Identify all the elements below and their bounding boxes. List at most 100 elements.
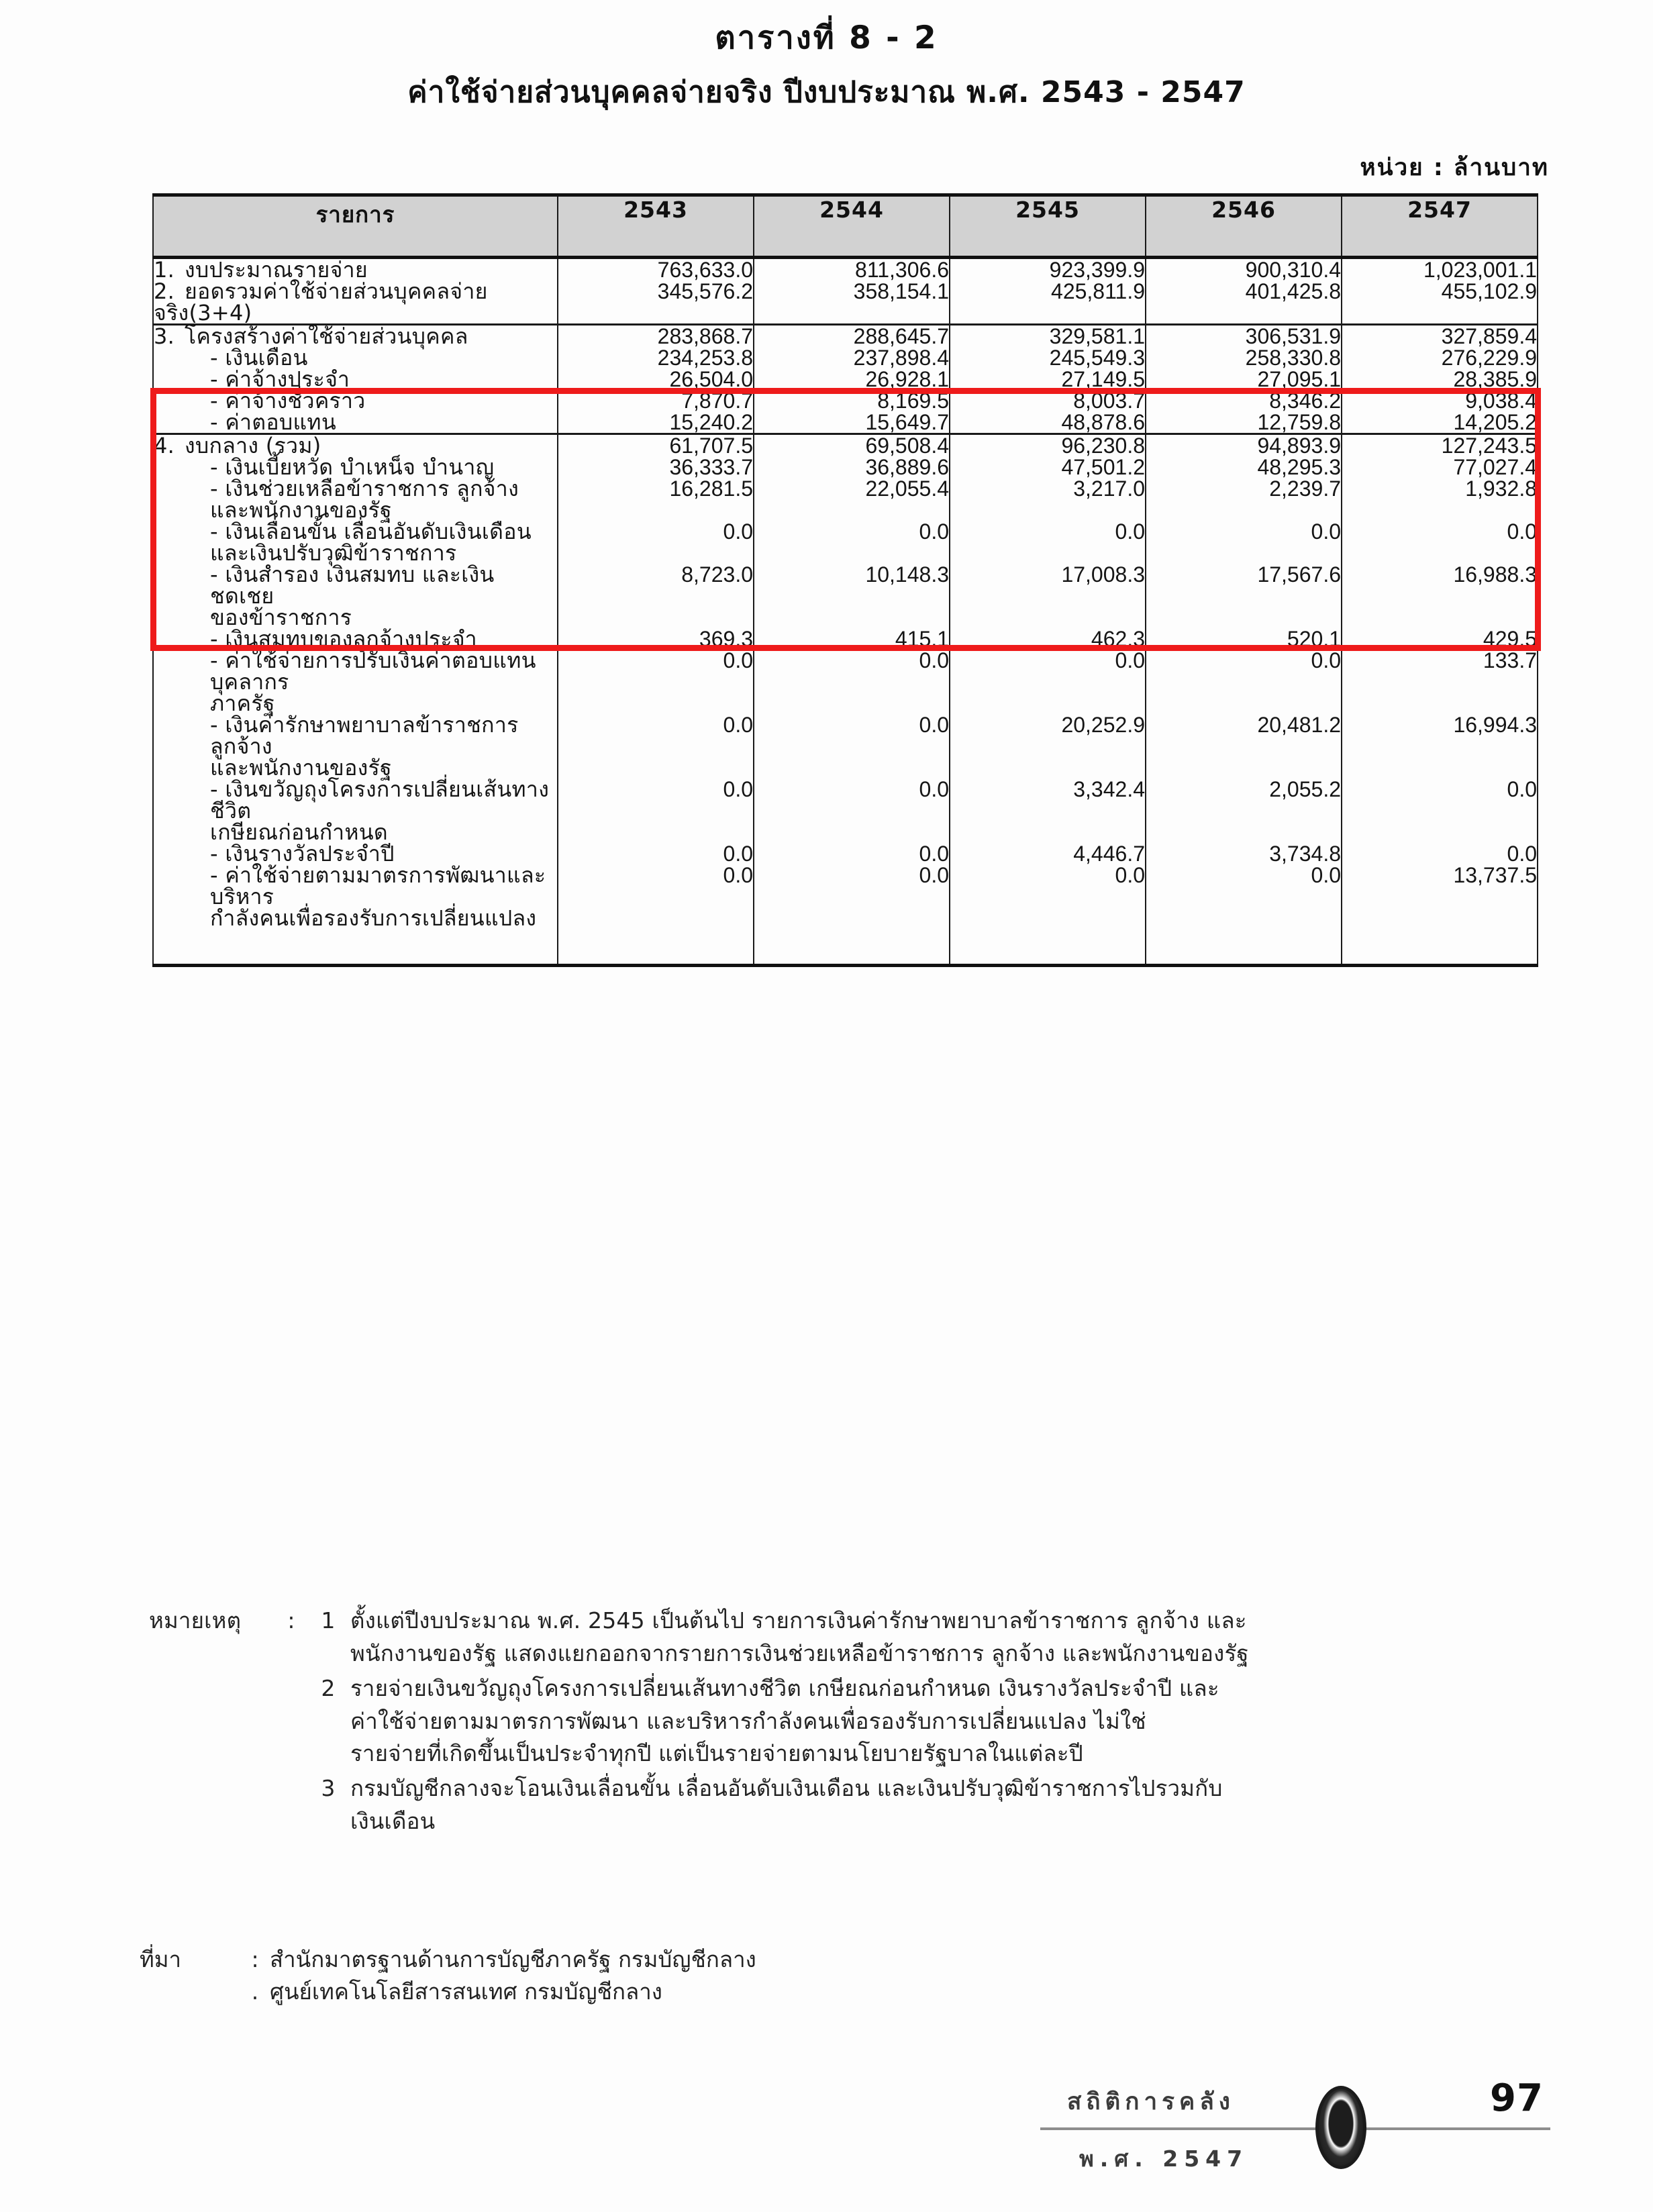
table-row: 3. โครงสร้างค่าใช้จ่ายส่วนบุคคล 283,868.7 2… — [152, 323, 1538, 349]
row-label: - เงินเบี้ยหวัด บำเหน็จ บำนาญ — [152, 456, 558, 478]
table-row: - เงินสำรอง เงินสมทบ และเงินชดเชย ของข้า… — [152, 564, 1538, 628]
cell-2543: 0.0 — [557, 843, 754, 864]
table-row: - เงินค่ารักษาพยาบาลข้าราชการ ลูกจ้าง แล… — [152, 714, 1538, 778]
footer-title-bottom: พ.ศ. 2547 — [1079, 2146, 1249, 2172]
table-row: - ค่าตอบแทน 15,240.2 15,649.7 48,878.6 12,75… — [152, 411, 1538, 435]
note-text: รายจ่ายเงินขวัญถุงโครงการเปลี่ยนเส้นทางช… — [350, 1673, 1558, 1772]
cell-2545: 0.0 — [949, 650, 1146, 714]
page-subtitle: ค่าใช้จ่ายส่วนบุคคลจ่ายจริง ปีงบประมาณ พ… — [407, 75, 1246, 110]
row-label: - เงินขวัญถุงโครงการเปลี่ยนเส้นทางชีวิต … — [152, 778, 558, 843]
source-bullet: . — [251, 1978, 259, 2005]
cell-2545: 0.0 — [949, 864, 1146, 929]
cell-2545: 47,501.2 — [949, 456, 1146, 478]
filler-cell — [1341, 929, 1538, 967]
note-line: รายจ่ายเงินขวัญถุงโครงการเปลี่ยนเส้นทางช… — [350, 1674, 1219, 1701]
row-number: 2. — [154, 279, 175, 304]
filler-cell — [557, 929, 754, 967]
cell-2547: 127,243.5 — [1341, 434, 1538, 456]
notes-colon: : — [287, 1607, 295, 1633]
cell-2547: 13,737.5 — [1341, 864, 1538, 929]
row-label: 1. งบประมาณรายจ่าย — [152, 256, 558, 283]
cell-2546: 0.0 — [1145, 864, 1342, 929]
footer-title-top: สถิติการคลัง — [1067, 2089, 1235, 2115]
cell-2545: 462.3 — [949, 628, 1146, 650]
notes-colon — [277, 1773, 306, 1839]
filler-cell — [152, 929, 558, 967]
table-row: - เงินเลื่อนขั้น เลื่อนอันดับเงินเดือน แ… — [152, 521, 1538, 564]
cell-2544: 811,306.6 — [753, 256, 950, 281]
row-label: - ค่าใช้จ่ายตามมาตรการพัฒนาและบริหาร กำล… — [152, 864, 558, 929]
cell-2546: 17,567.6 — [1145, 564, 1342, 628]
row-label: - ค่าใช้จ่ายการปรับเงินค่าตอบแทนบุคลากร … — [152, 650, 558, 714]
cell-2544: 415.1 — [753, 628, 950, 650]
page-footer: สถิติการคลัง พ.ศ. 2547 97 — [1027, 2076, 1564, 2193]
table-row: - เงินเดือน 234,253.8 237,898.4 245,549.3 25… — [152, 347, 1538, 368]
cell-2546: 258,330.8 — [1145, 347, 1342, 368]
cell-2545: 3,342.4 — [949, 778, 1146, 843]
notes-heading: หมายเหตุ — [149, 1607, 242, 1633]
row-label: - ค่าจ้างชั่วคราว — [152, 390, 558, 411]
cell-2547: 276,229.9 — [1341, 347, 1538, 368]
column-header-2545: 2545 — [949, 193, 1146, 259]
cell-2546: 401,425.8 — [1145, 281, 1342, 325]
footer-divider — [1040, 2127, 1550, 2130]
title-block: ตารางที่ 8 - 2 ค่าใช้จ่ายส่วนบุคคลจ่ายจร… — [0, 17, 1653, 111]
cell-2544: 0.0 — [753, 521, 950, 564]
source-row-2: . ศูนย์เทคโนโลยีสารสนเทศ กรมบัญชีกลาง — [140, 1976, 1549, 2008]
cell-2544: 358,154.1 — [753, 281, 950, 325]
cell-2543: 0.0 — [557, 864, 754, 929]
cell-2547: 429.5 — [1341, 628, 1538, 650]
cell-2543: 61,707.5 — [557, 434, 754, 456]
row-label-text: ยอดรวมค่าใช้จ่ายส่วนบุคคลจ่ายจริง(3+4) — [154, 279, 488, 325]
row-label-text: โครงสร้างค่าใช้จ่ายส่วนบุคคล — [185, 323, 468, 349]
column-header-2543: 2543 — [557, 193, 754, 259]
note-number: 2 — [321, 1674, 336, 1701]
source-row-1: ที่มา : สำนักมาตรฐานด้านการบัญชีภาครัฐ ก… — [140, 1944, 1549, 1976]
cell-2547: 77,027.4 — [1341, 456, 1538, 478]
cell-2545: 20,252.9 — [949, 714, 1146, 778]
cell-2545: 329,581.1 — [949, 324, 1146, 347]
cell-2545: 3,217.0 — [949, 478, 1146, 521]
cell-2546: 520.1 — [1145, 628, 1342, 650]
table-row: - เงินสมทบของลูกจ้างประจำ 369.3 415.1 462.3… — [152, 628, 1538, 650]
cell-2544: 8,169.5 — [753, 390, 950, 411]
note-line: รายจ่ายที่เกิดขึ้นเป็นประจำทุกปี แต่เป็น… — [350, 1740, 1083, 1767]
cell-2547: 16,988.3 — [1341, 564, 1538, 628]
cell-2543: 369.3 — [557, 628, 754, 650]
column-header-2546: 2546 — [1145, 193, 1342, 259]
statistics-table: รายการ 2543 2544 2545 2546 2547 1. งบประม… — [152, 193, 1538, 967]
row-number: 1. — [154, 257, 175, 283]
cell-2544: 0.0 — [753, 843, 950, 864]
cell-2546: 900,310.4 — [1145, 256, 1342, 281]
notes-section: หมายเหตุ:1 ตั้งแต่ปีงบประมาณ พ.ศ. 2545 เป… — [149, 1605, 1558, 1841]
cell-2544: 22,055.4 — [753, 478, 950, 521]
row-label: - ค่าตอบแทน — [152, 411, 558, 435]
note-item: 3 กรมบัญชีกลางจะโอนเงินเลื่อนขั้น เลื่อนอ… — [149, 1773, 1558, 1839]
cell-2543: 15,240.2 — [557, 411, 754, 435]
column-header-2544: 2544 — [753, 193, 950, 259]
cell-2543: 234,253.8 — [557, 347, 754, 368]
table-row: 1. งบประมาณรายจ่าย 763,633.0 811,306.6 923,3… — [152, 256, 1538, 283]
column-header-item: รายการ — [152, 193, 558, 259]
source-spacer — [140, 1976, 240, 2008]
cell-2546: 8,346.2 — [1145, 390, 1342, 411]
cell-2543: 0.0 — [557, 714, 754, 778]
cell-2545: 0.0 — [949, 521, 1146, 564]
table-row: 2. ยอดรวมค่าใช้จ่ายส่วนบุคคลจ่ายจริง(3+4)… — [152, 279, 1538, 325]
row-label: - เงินรางวัลประจำปี — [152, 843, 558, 864]
note-item: หมายเหตุ:1 ตั้งแต่ปีงบประมาณ พ.ศ. 2545 เป… — [149, 1605, 1558, 1671]
cell-2545: 425,811.9 — [949, 281, 1146, 325]
cell-2547: 9,038.4 — [1341, 390, 1538, 411]
row-label-text: งบประมาณรายจ่าย — [185, 257, 368, 283]
cell-2544: 36,889.6 — [753, 456, 950, 478]
note-text: ตั้งแต่ปีงบประมาณ พ.ศ. 2545 เป็นต้นไป รา… — [350, 1605, 1558, 1671]
cell-2543: 7,870.7 — [557, 390, 754, 411]
row-label: - เงินสำรอง เงินสมทบ และเงินชดเชย ของข้า… — [152, 564, 558, 628]
cell-2543: 36,333.7 — [557, 456, 754, 478]
cell-2543: 0.0 — [557, 521, 754, 564]
cell-2543: 283,868.7 — [557, 324, 754, 347]
cell-2543: 763,633.0 — [557, 256, 754, 281]
cell-2544: 69,508.4 — [753, 434, 950, 456]
cell-2543: 26,504.0 — [557, 368, 754, 390]
